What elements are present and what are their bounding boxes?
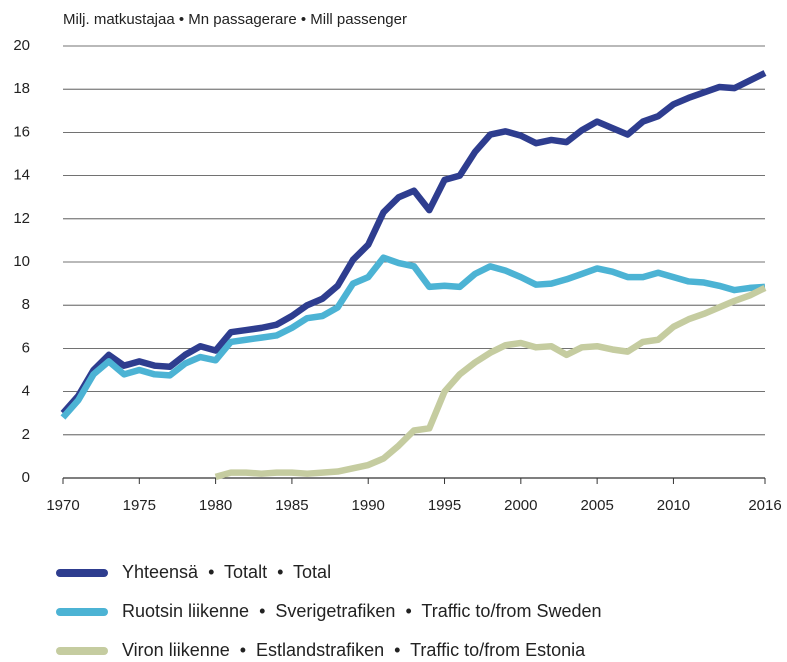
legend-item: Ruotsin liikenne • Sverigetrafiken • Tra… (56, 601, 602, 621)
y-tick-label: 14 (13, 167, 30, 184)
x-tick-label: 2000 (504, 497, 537, 514)
x-tick-label: 1975 (123, 497, 156, 514)
series-line (214, 285, 767, 481)
legend-item: Yhteensä • Totalt • Total (56, 562, 331, 582)
y-tick-label: 20 (13, 37, 30, 54)
x-tick-label: 2005 (580, 497, 613, 514)
legend-item: Viron liikenne • Estlandstrafiken • Traf… (56, 640, 586, 660)
series-line (60, 70, 767, 416)
x-tick-label: 1995 (428, 497, 461, 514)
y-tick-label: 18 (13, 80, 30, 97)
y-axis-label: Milj. matkustajaa • Mn passagerare • Mil… (63, 11, 407, 28)
y-tick-label: 4 (22, 383, 30, 400)
series-line (60, 254, 766, 420)
y-tick-label: 12 (13, 210, 30, 227)
y-tick-label: 16 (13, 123, 30, 140)
legend-label: Ruotsin liikenne • Sverigetrafiken • Tra… (122, 601, 602, 621)
legend-label: Viron liikenne • Estlandstrafiken • Traf… (122, 640, 586, 660)
y-tick-label: 10 (13, 253, 30, 270)
x-tick-label: 2016 (748, 497, 781, 514)
y-tick-label: 6 (22, 339, 30, 356)
x-tick-label: 1985 (275, 497, 308, 514)
y-tick-label: 2 (22, 426, 30, 443)
x-tick-label: 2010 (657, 497, 690, 514)
legend-label: Yhteensä • Totalt • Total (122, 562, 331, 582)
x-tick-label: 1970 (46, 497, 79, 514)
x-tick-label: 1990 (352, 497, 385, 514)
x-tick-label: 1980 (199, 497, 232, 514)
y-tick-label: 0 (22, 469, 30, 486)
y-tick-label: 8 (22, 296, 30, 313)
